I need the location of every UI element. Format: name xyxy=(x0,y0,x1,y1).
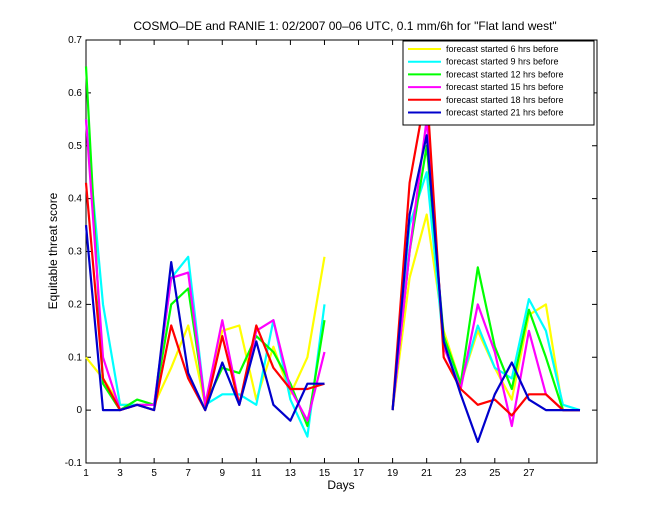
x-tick-label: 7 xyxy=(185,468,191,479)
x-tick-label: 17 xyxy=(353,468,365,479)
legend-entry: forecast started 12 hrs before xyxy=(446,69,564,79)
y-tick-label: 0.1 xyxy=(68,352,82,363)
x-tick-label: 25 xyxy=(489,468,501,479)
x-tick-label: 27 xyxy=(523,468,535,479)
chart-title: COSMO–DE and RANIE 1: 02/2007 00–06 UTC,… xyxy=(133,19,556,33)
legend-box xyxy=(402,40,595,126)
x-tick-label: 5 xyxy=(151,468,157,479)
legend-entry: forecast started 18 hrs before xyxy=(446,95,564,105)
x-tick-label: 21 xyxy=(421,468,433,479)
legend-entry: forecast started 6 hrs before xyxy=(446,44,559,54)
y-tick-label: 0.4 xyxy=(68,194,82,205)
x-tick-label: 15 xyxy=(319,468,331,479)
legend-entry: forecast started 15 hrs before xyxy=(446,82,564,92)
y-tick-label: 0.3 xyxy=(68,247,82,258)
x-tick-label: 9 xyxy=(219,468,225,479)
series-line-6 xyxy=(84,134,580,443)
y-tick-label: -0.1 xyxy=(65,458,83,469)
x-tick-label: 23 xyxy=(455,468,467,479)
x-tick-label: 19 xyxy=(387,468,399,479)
x-tick-label: 13 xyxy=(285,468,297,479)
legend: forecast started 6 hrs before forecast st… xyxy=(402,40,595,126)
series-lines xyxy=(84,66,581,443)
y-tick-label: 0.5 xyxy=(68,141,82,152)
x-tick-label: 3 xyxy=(117,468,123,479)
y-axis-label: Equitable threat score xyxy=(46,192,60,309)
y-tick-label: 0.7 xyxy=(68,35,82,46)
legend-entry: forecast started 21 hrs before xyxy=(446,108,564,118)
y-tick-label: 0.6 xyxy=(68,88,82,99)
y-tick-label: 0.2 xyxy=(68,299,82,310)
y-axis: -0.1 0 0.1 0.2 0.3 0.4 0.5 0.6 0.7 xyxy=(65,35,597,469)
x-axis-label: Days xyxy=(327,478,354,492)
legend-entry: forecast started 9 hrs before xyxy=(446,57,559,67)
x-axis: 1 3 5 7 9 11 13 15 17 19 21 23 25 27 xyxy=(83,40,535,479)
y-tick-label: 0 xyxy=(76,405,82,416)
x-tick-label: 1 xyxy=(83,468,89,479)
x-tick-label: 11 xyxy=(251,468,262,479)
